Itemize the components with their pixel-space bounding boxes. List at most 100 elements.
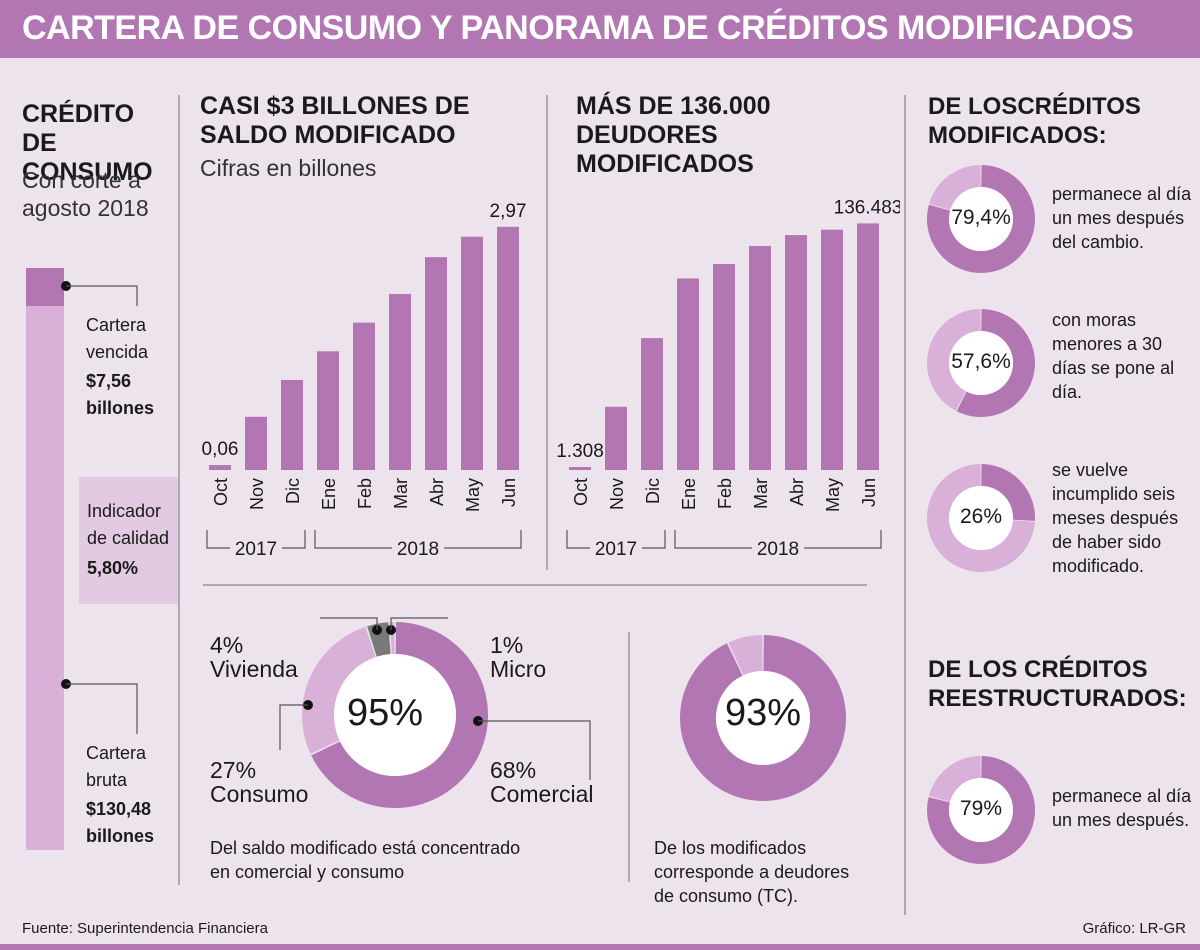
saldo-tick-jun: Jun [499, 478, 519, 507]
distribucion-donut [302, 622, 488, 808]
comercial-pct: 68% [490, 757, 537, 783]
deudores-tick-oct: Oct [571, 478, 591, 506]
modificados-2-hole [949, 331, 1013, 395]
deudores-bar-oct [569, 467, 591, 470]
bruta-label: Cartera bruta [86, 743, 147, 790]
deudores-value-label-jun: 136.483 [834, 197, 900, 218]
saldo-group-bg-2017 [230, 536, 282, 560]
footer-credit: Gráfico: LR-GR [1082, 920, 1186, 937]
modificados-text-3: se vuelve incumplido seis meses después … [1052, 460, 1179, 576]
consumo-leaders [61, 281, 138, 734]
divider-horizontal [203, 584, 867, 586]
deudores-bar-feb [713, 264, 735, 470]
reestructurados-text: permanece al día un mes después. [1052, 786, 1192, 830]
saldo-tick-abr: Abr [427, 478, 447, 506]
deudores-tick-jun: Jun [859, 478, 879, 507]
deudores-bar-jun [857, 223, 879, 470]
cartera-bruta-bar [26, 268, 64, 850]
vencida-value: $7,56 billones [86, 371, 155, 418]
saldo-value-label-jun: 2,97 [490, 201, 527, 222]
deudores-value-label-oct: 1.308 [556, 441, 604, 462]
comercial-label: Comercial [490, 781, 594, 807]
deudores-group-bg-2017 [590, 536, 642, 560]
saldo-title: CASI $3 BILLONES DE SALDO MODIFICADO [200, 92, 470, 149]
modificados-title: DE LOSCRÉDITOS MODIFICADOS: [928, 93, 1141, 149]
bruta-leader [66, 683, 138, 734]
micro-pct: 1% [490, 632, 524, 658]
saldo-tick-ene: Ene [319, 478, 339, 510]
modificados-center-3: 26% [959, 505, 1003, 528]
saldo-bar-dic [281, 379, 303, 470]
saldo-bar-jun [497, 226, 519, 470]
saldo-bar-abr [425, 257, 447, 470]
saldo-tick-nov: Nov [247, 478, 267, 510]
reestructurados-slice-main [927, 756, 1035, 864]
consumo-leader [279, 704, 308, 750]
deudores-bar-abr [785, 235, 807, 470]
deudores-tick-may: May [823, 478, 843, 512]
divider-3 [904, 95, 906, 915]
tc-slice-otros [728, 635, 764, 676]
micro-leader [390, 617, 448, 630]
modificados-2-slice-main [956, 309, 1035, 417]
tc-center: 93% [724, 692, 802, 734]
vencida-label: Cartera vencida [86, 315, 149, 362]
modificados-center-1: 79,4% [951, 206, 1011, 229]
bottom-bar [0, 944, 1200, 950]
indicador-box [79, 477, 178, 604]
distribucion-leaders [279, 617, 591, 780]
saldo-value-label-oct: 0,06 [202, 439, 239, 460]
saldo-tick-dic: Dic [283, 478, 303, 504]
deudores-tick-abr: Abr [787, 478, 807, 506]
modificados-center-2: 57,6% [951, 350, 1011, 373]
deudores-title: MÁS DE 136.000 DEUDORES MODIFICADOS [576, 92, 771, 178]
saldo-group-label-2018: 2018 [397, 539, 439, 560]
distribucion-note: Del saldo modificado está concentrado en… [210, 838, 521, 882]
consumo-label: Consumo [210, 781, 309, 807]
saldo-bar-feb [353, 322, 375, 470]
vivienda-leader [320, 617, 378, 630]
saldo-bar-ene [317, 351, 339, 470]
distribucion-slice-vivienda [367, 622, 392, 657]
bruta-value: $130,48 billones [86, 799, 155, 846]
consumo-title: CRÉDITO DE CONSUMO [22, 100, 153, 186]
vivienda-label: Vivienda [210, 656, 298, 682]
saldo-group-bg-2018 [392, 536, 444, 560]
tc-slice-tc [680, 635, 846, 801]
modificados-text-2: con moras menores a 30 días se pone al d… [1052, 310, 1175, 402]
tc-note: De los modificados corresponde a deudore… [654, 838, 850, 906]
indicador-value: 5,80% [87, 558, 139, 578]
consumo-subtitle: Con corte a agosto 2018 [22, 167, 149, 221]
footer-source: Fuente: Superintendencia Financiera [22, 920, 268, 937]
comercial-leader [478, 720, 591, 780]
micro-label: Micro [490, 656, 547, 682]
divider-4 [628, 632, 630, 882]
deudores-bar-dic [641, 338, 663, 470]
tc-hole [716, 671, 810, 765]
page-title: CARTERA DE CONSUMO Y PANORAMA DE CRÉDITO… [22, 9, 1134, 47]
deudores-tick-mar: Mar [751, 478, 771, 509]
reestructurados-slice-rest [928, 756, 982, 803]
deudores-tick-ene: Ene [679, 478, 699, 510]
tc-donut [680, 635, 846, 801]
saldo-tick-mar: Mar [391, 478, 411, 509]
modificados-1-hole [949, 187, 1013, 251]
reestructurados-center: 79% [959, 797, 1003, 820]
deudores-tick-dic: Dic [643, 478, 663, 504]
modificados-donut-3 [927, 464, 1035, 572]
distribucion-slice-consumo [302, 626, 377, 754]
modificados-3-slice-main [980, 464, 1035, 521]
saldo-subtitle: Cifras en billones [200, 155, 377, 181]
deudores-group-bg-2018 [752, 536, 804, 560]
deudores-tick-feb: Feb [715, 478, 735, 509]
distribucion-slice-comercial [311, 622, 488, 808]
saldo-tick-feb: Feb [355, 478, 375, 509]
deudores-bar-nov [605, 406, 627, 470]
saldo-bar-mar [389, 293, 411, 470]
distribucion-hole [334, 654, 456, 776]
deudores-group-label-2017: 2017 [595, 539, 637, 560]
modificados-2-slice-rest [927, 309, 982, 411]
reestructurados-hole [949, 778, 1013, 842]
deudores-bar-may [821, 229, 843, 470]
modificados-1-slice-main [927, 165, 1035, 273]
